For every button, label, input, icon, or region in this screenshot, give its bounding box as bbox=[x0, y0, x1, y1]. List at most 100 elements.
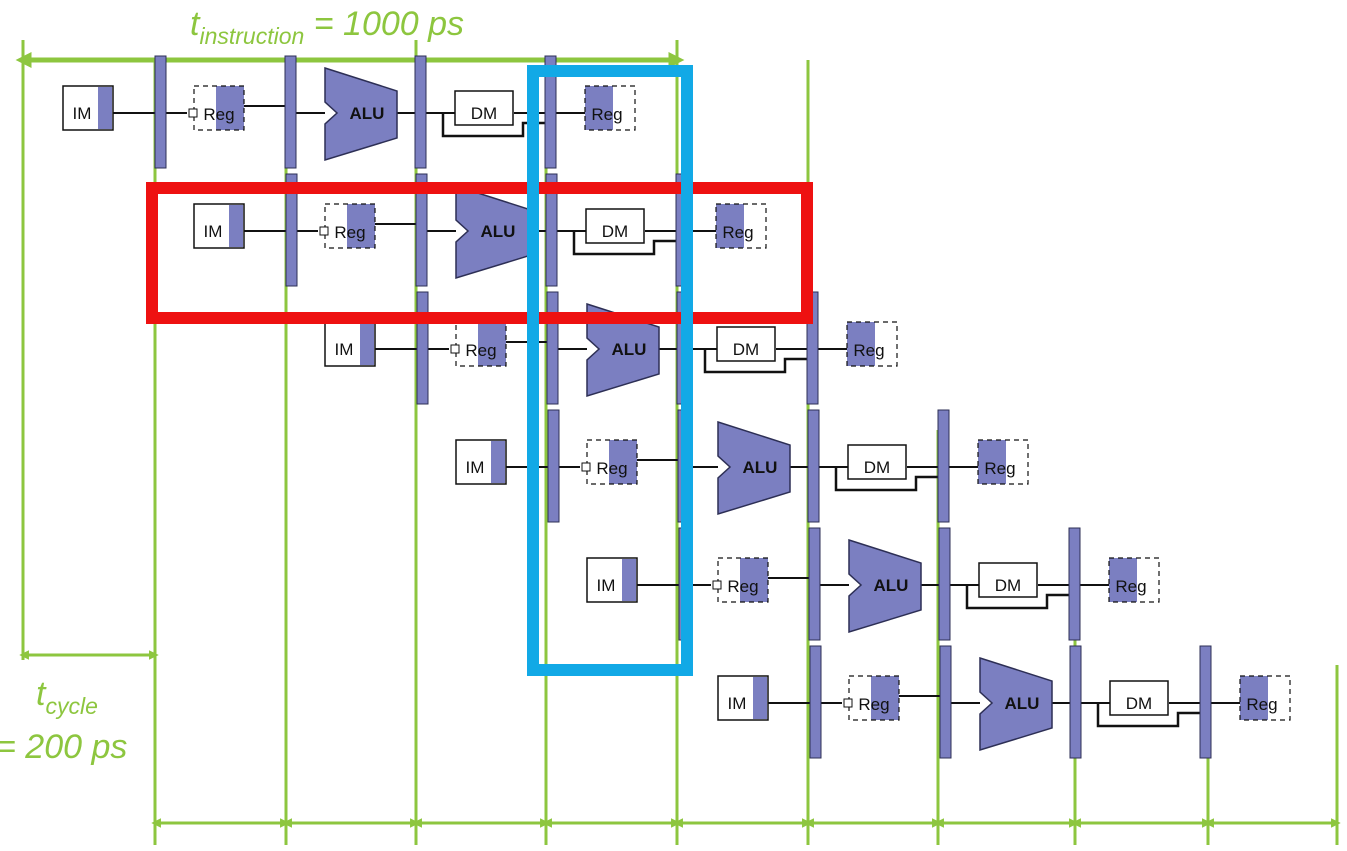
t-instruction-value: = 1000 ps bbox=[304, 5, 464, 43]
reg-read-label: Reg bbox=[203, 105, 234, 124]
pipeline-register bbox=[545, 173, 558, 287]
alu-label: ALU bbox=[612, 340, 647, 359]
im-label: IM bbox=[204, 222, 223, 241]
instruction-row: IM Reg ALU DM Reg bbox=[324, 291, 898, 405]
pipeline-register bbox=[546, 291, 559, 405]
reg-read-shade bbox=[347, 204, 375, 248]
dm-bypass-wire bbox=[834, 467, 938, 492]
reg-read-box bbox=[455, 321, 507, 367]
reg-write-label: Reg bbox=[1115, 577, 1146, 596]
reg-read-box bbox=[848, 675, 900, 721]
t-cycle-label: tcycle bbox=[36, 675, 98, 719]
reg-write-shade bbox=[1109, 558, 1137, 602]
reg-write-box bbox=[584, 85, 636, 131]
pipeline-register bbox=[1199, 645, 1212, 759]
reg-read-shade bbox=[871, 676, 899, 720]
reg-read-box bbox=[193, 85, 245, 131]
im-label: IM bbox=[73, 104, 92, 123]
reg-write-shade bbox=[1240, 676, 1268, 720]
reg-write-shade bbox=[978, 440, 1006, 484]
pipeline-register bbox=[415, 173, 428, 287]
reg-write-label: Reg bbox=[853, 341, 884, 360]
reg-port bbox=[450, 344, 460, 354]
pipeline-register bbox=[808, 527, 821, 641]
pipeline-register bbox=[1068, 527, 1081, 641]
dm-label: DM bbox=[602, 222, 628, 241]
reg-write-box bbox=[1239, 675, 1291, 721]
im-label: IM bbox=[466, 458, 485, 477]
pipeline-register bbox=[544, 55, 557, 169]
pipeline-register bbox=[285, 173, 298, 287]
reg-read-label: Reg bbox=[596, 459, 627, 478]
instruction-row: IM Reg ALU DM Reg bbox=[455, 409, 1029, 523]
dm-box bbox=[978, 562, 1038, 598]
highlight-cycle-column bbox=[527, 65, 693, 676]
t-instruction-subscript: instruction bbox=[199, 23, 304, 49]
pipeline-register bbox=[154, 55, 167, 169]
dm-label: DM bbox=[1126, 694, 1152, 713]
reg-read-box bbox=[717, 557, 769, 603]
reg-read-label: Reg bbox=[858, 695, 889, 714]
dm-bypass-wire bbox=[572, 231, 676, 256]
reg-write-shade bbox=[585, 86, 613, 130]
alu-shape bbox=[586, 302, 660, 398]
dm-bypass-wire bbox=[703, 349, 807, 374]
im-label: IM bbox=[335, 340, 354, 359]
reg-read-shade bbox=[740, 558, 768, 602]
alu-shape bbox=[717, 420, 791, 516]
im-shade bbox=[98, 87, 112, 129]
alu-label: ALU bbox=[743, 458, 778, 477]
im-label: IM bbox=[728, 694, 747, 713]
dm-box bbox=[847, 444, 907, 480]
pipeline-register bbox=[414, 55, 427, 169]
reg-write-box bbox=[977, 439, 1029, 485]
reg-write-box bbox=[1108, 557, 1160, 603]
instruction-row: IM Reg ALU DM Reg bbox=[717, 645, 1291, 759]
reg-read-label: Reg bbox=[727, 577, 758, 596]
reg-read-shade bbox=[216, 86, 244, 130]
reg-write-box bbox=[715, 203, 767, 249]
pipeline-register bbox=[938, 527, 951, 641]
reg-port bbox=[581, 462, 591, 472]
dm-label: DM bbox=[733, 340, 759, 359]
t-cycle-symbol: t bbox=[36, 675, 47, 713]
pipeline-register bbox=[937, 409, 950, 523]
alu-label: ALU bbox=[481, 222, 516, 241]
reg-read-box bbox=[586, 439, 638, 485]
alu-label: ALU bbox=[1005, 694, 1040, 713]
dm-box bbox=[585, 208, 645, 244]
pipeline-register bbox=[1069, 645, 1082, 759]
dm-box bbox=[1109, 680, 1169, 716]
dm-box bbox=[716, 326, 776, 362]
reg-write-label: Reg bbox=[722, 223, 753, 242]
reg-write-label: Reg bbox=[1246, 695, 1277, 714]
alu-label: ALU bbox=[350, 104, 385, 123]
reg-port bbox=[319, 226, 329, 236]
pipeline-register bbox=[939, 645, 952, 759]
reg-port bbox=[188, 108, 198, 118]
t-instruction-symbol: t bbox=[190, 5, 201, 43]
reg-port bbox=[843, 698, 853, 708]
t-cycle-subscript: cycle bbox=[45, 693, 97, 719]
instruction-row: IM Reg ALU DM Reg bbox=[586, 527, 1160, 641]
reg-write-label: Reg bbox=[591, 105, 622, 124]
pipeline-register bbox=[284, 55, 297, 169]
reg-read-shade bbox=[609, 440, 637, 484]
pipeline-register bbox=[547, 409, 560, 523]
reg-write-box bbox=[846, 321, 898, 367]
reg-read-label: Reg bbox=[465, 341, 496, 360]
reg-write-label: Reg bbox=[984, 459, 1015, 478]
dm-box bbox=[454, 90, 514, 126]
pipeline-register bbox=[807, 409, 820, 523]
reg-write-shade bbox=[716, 204, 744, 248]
pipeline-register bbox=[809, 645, 822, 759]
alu-label: ALU bbox=[874, 576, 909, 595]
highlight-instruction-row bbox=[146, 182, 813, 324]
im-shade bbox=[753, 677, 767, 719]
reg-read-box bbox=[324, 203, 376, 249]
im-shade bbox=[491, 441, 505, 483]
im-shade bbox=[360, 323, 374, 365]
alu-shape bbox=[848, 538, 922, 634]
